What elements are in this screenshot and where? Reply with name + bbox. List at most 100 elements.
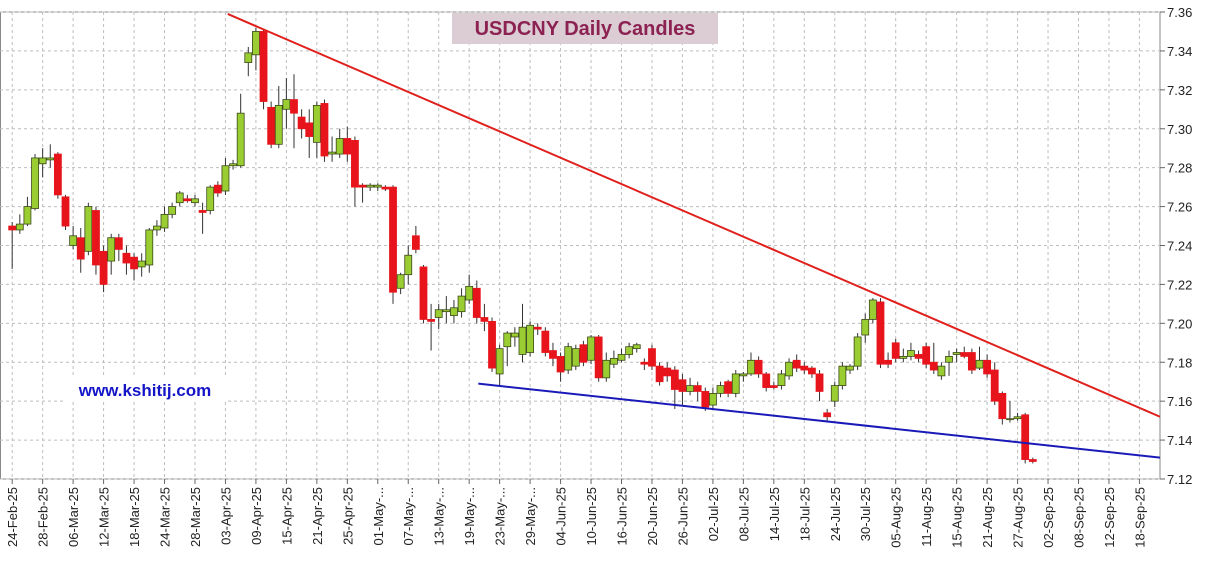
x-tick-label: 02-Sep-25 xyxy=(1041,487,1056,548)
candle-body xyxy=(427,319,435,322)
candle-body xyxy=(663,367,672,377)
x-tick-label: 18-Jul-25 xyxy=(797,487,812,541)
candle-body xyxy=(709,392,717,406)
candle-body xyxy=(754,359,763,375)
candle-body xyxy=(846,365,854,371)
x-tick-label: 12-Mar-25 xyxy=(97,487,112,547)
candle-body xyxy=(229,163,237,167)
candle-body xyxy=(533,326,542,330)
candle-body xyxy=(15,223,24,231)
candle-body xyxy=(1028,459,1037,462)
x-tick-label: 28-Mar-25 xyxy=(188,487,203,547)
candle-body xyxy=(823,412,832,418)
trend-line xyxy=(478,382,1161,459)
x-tick-label: 21-Aug-25 xyxy=(980,487,995,548)
candle-body xyxy=(899,356,908,359)
candle-body xyxy=(8,225,17,231)
x-tick-label: 15-Aug-25 xyxy=(950,487,965,548)
candle-body xyxy=(145,229,154,266)
x-tick-label: 08-Sep-25 xyxy=(1072,487,1087,548)
annotation-box xyxy=(64,378,226,402)
x-tick-label: 02-Jul-25 xyxy=(706,487,721,541)
title-box xyxy=(452,13,718,44)
x-tick-label: 24-Mar-25 xyxy=(158,487,173,547)
candle-body xyxy=(541,330,550,353)
candle-body xyxy=(488,320,496,369)
candle-body xyxy=(389,186,397,293)
candle-body xyxy=(526,324,535,353)
chart-title: USDCNY Daily Candles xyxy=(475,18,696,40)
candle-body xyxy=(648,348,656,367)
y-tick-label: 7.16 xyxy=(1167,394,1192,409)
candle-body xyxy=(693,385,702,392)
x-tick-label: 13-May-... xyxy=(432,487,447,546)
candle-body xyxy=(373,184,382,188)
candle-body xyxy=(960,352,969,357)
candle-body xyxy=(602,359,611,379)
candle-body xyxy=(282,99,291,110)
x-tick-label: 26-Jun-25 xyxy=(675,487,690,546)
candle-body xyxy=(366,184,375,188)
candle-body xyxy=(990,369,999,402)
trend-line xyxy=(227,13,1161,418)
y-tick-label: 7.26 xyxy=(1167,200,1192,215)
y-tick-label: 7.36 xyxy=(1167,5,1192,20)
x-tick-label: 01-May-... xyxy=(371,487,386,546)
candle-body xyxy=(480,317,489,322)
candle-body xyxy=(884,359,892,365)
candle-body xyxy=(731,373,740,394)
candle-body xyxy=(46,157,55,161)
candle-body xyxy=(404,254,413,276)
candle-body xyxy=(655,365,664,383)
candle-body xyxy=(61,196,70,227)
candles xyxy=(8,13,1161,464)
candle-body xyxy=(84,206,93,252)
candle-body xyxy=(434,309,443,318)
candle-body xyxy=(191,198,199,204)
candle-body xyxy=(868,299,877,320)
candle-body xyxy=(640,361,649,365)
y-tick-label: 7.22 xyxy=(1167,277,1192,292)
candle-body xyxy=(876,301,885,365)
candle-body xyxy=(579,344,588,363)
x-tick-label: 24-Jul-25 xyxy=(828,487,843,541)
candle-body xyxy=(785,361,793,377)
candle-body xyxy=(503,332,512,348)
candle-body xyxy=(381,186,390,190)
x-tick-label: 25-Apr-25 xyxy=(340,487,355,545)
candle-body xyxy=(632,344,641,350)
candle-body xyxy=(556,356,565,373)
candle-body xyxy=(328,151,336,155)
candle-body xyxy=(183,198,192,202)
candle-body xyxy=(777,373,786,386)
candle-body xyxy=(457,295,466,313)
candle-body xyxy=(31,157,39,209)
y-tick-label: 7.28 xyxy=(1167,161,1192,176)
x-tick-label: 06-Mar-25 xyxy=(66,487,81,547)
candle-body xyxy=(907,350,915,357)
candle-body xyxy=(625,346,634,355)
candle-body xyxy=(472,287,481,318)
candle-body xyxy=(952,352,961,355)
candle-body xyxy=(244,52,253,63)
x-tick-label: 24-Feb-25 xyxy=(5,487,20,547)
candle-body xyxy=(678,379,687,392)
candle-body xyxy=(861,319,870,336)
candle-body xyxy=(153,225,161,231)
candle-body xyxy=(922,346,931,365)
candle-body xyxy=(92,210,100,266)
candle-body xyxy=(358,184,367,188)
candle-body xyxy=(168,206,177,215)
candle-body xyxy=(945,356,953,363)
candle-body xyxy=(76,237,85,260)
candle-body xyxy=(252,31,260,56)
x-tick-label: 05-Aug-25 xyxy=(889,487,904,548)
candle-body xyxy=(419,266,428,320)
x-tick-label: 11-Aug-25 xyxy=(919,487,934,547)
candle-body xyxy=(724,381,733,394)
x-tick-label: 28-Feb-25 xyxy=(36,487,51,547)
candle-body xyxy=(221,165,230,192)
x-tick-label: 03-Apr-25 xyxy=(218,487,233,545)
candle-body xyxy=(975,359,984,369)
x-tick-label: 18-Sep-25 xyxy=(1132,487,1147,548)
